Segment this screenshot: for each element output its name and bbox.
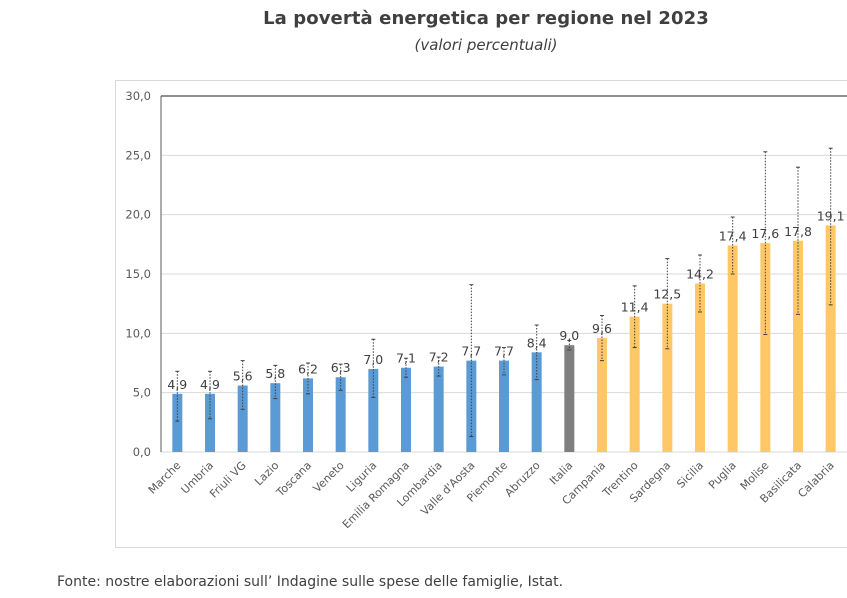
data-label: 8,4 — [527, 335, 547, 350]
error-bars — [175, 147, 833, 438]
bar — [270, 383, 281, 452]
error-bar — [730, 216, 735, 275]
data-label: 11,4 — [621, 300, 649, 315]
error-bar — [338, 363, 343, 391]
chart-subtitle: (valori percentuali) — [414, 36, 558, 54]
error-bar — [208, 370, 212, 420]
x-tick-label: Puglia — [706, 459, 739, 492]
bar — [433, 366, 444, 452]
bar — [303, 378, 313, 452]
y-tick-label: 10,0 — [125, 326, 151, 340]
error-bar — [371, 338, 376, 398]
y-tick-label: 30,0 — [125, 89, 151, 103]
error-bar — [567, 339, 572, 351]
error-bar — [469, 284, 474, 438]
y-tick-label: 0,0 — [133, 445, 151, 459]
data-label: 17,8 — [784, 224, 812, 239]
data-label: 6,3 — [331, 360, 351, 375]
data-label: 12,5 — [653, 287, 681, 302]
bar — [368, 368, 379, 452]
error-bar — [763, 151, 768, 336]
bar — [401, 367, 411, 452]
data-label: 17,4 — [719, 229, 747, 244]
bar — [335, 377, 346, 452]
x-tick-label: Veneto — [311, 459, 347, 495]
data-labels: 4,9 4,9 5,6 5,8 6,2 6,3 7,0 7,1 7,2 7,7 7,7 8,4 9,0 9… — [167, 208, 844, 392]
x-tick-label: Abruzzo — [502, 459, 543, 500]
x-tick-label: Marche — [146, 459, 184, 497]
bar — [466, 360, 477, 452]
error-bar — [273, 364, 278, 400]
bar — [172, 393, 183, 452]
bar — [597, 338, 607, 452]
source-note: Fonte: nostre elaborazioni sull’ Indagin… — [57, 574, 564, 590]
error-bar — [665, 258, 670, 350]
data-label: 9,0 — [559, 328, 579, 343]
x-tick-label: Calabria — [795, 459, 836, 500]
bar — [727, 245, 738, 452]
data-label: 4,9 — [200, 377, 220, 392]
error-bar — [698, 254, 702, 313]
data-label: 17,6 — [751, 226, 779, 241]
error-bar — [600, 315, 604, 362]
x-tick-label: Toscana — [273, 459, 314, 500]
data-label: 9,6 — [592, 321, 612, 336]
error-bar — [502, 347, 506, 376]
data-label: 7,1 — [396, 351, 416, 366]
data-label: 4,9 — [167, 377, 187, 392]
error-bar — [436, 356, 441, 377]
y-tick-labels: 0,0 5,0 10,0 15,0 20,0 25,0 30,0 — [125, 89, 151, 459]
chart-frame: 4,9 4,9 5,6 5,8 6,2 6,3 7,0 7,1 7,2 7,7 7,7 8,4 9,0 9… — [115, 80, 847, 548]
x-tick-label: Lazio — [252, 459, 281, 488]
bar — [629, 316, 640, 452]
bar — [237, 385, 248, 452]
bar — [793, 240, 803, 452]
bar — [564, 345, 575, 452]
data-label: 7,2 — [429, 350, 449, 365]
bar — [695, 283, 705, 452]
data-label: 7,7 — [461, 344, 481, 359]
error-bar — [534, 324, 539, 381]
chart-title: La povertà energetica per regione nel 20… — [263, 8, 709, 29]
data-label: 5,6 — [233, 369, 253, 384]
y-tick-label: 25,0 — [125, 148, 151, 162]
data-label: 14,2 — [686, 266, 714, 281]
bar — [499, 360, 509, 452]
y-tick-label: 20,0 — [125, 208, 151, 222]
bar — [760, 243, 771, 452]
bar — [662, 303, 673, 452]
x-tick-label: Friuli VG — [207, 459, 249, 501]
error-bar — [796, 166, 800, 315]
error-bar — [404, 357, 408, 378]
bars — [172, 225, 836, 452]
error-bar — [175, 370, 180, 422]
x-tick-label: Italia — [547, 459, 575, 487]
y-tick-label: 15,0 — [125, 267, 151, 281]
error-bar — [828, 147, 833, 306]
data-label: 6,2 — [298, 361, 318, 376]
bar — [205, 393, 215, 452]
error-bar — [240, 360, 245, 410]
bar-chart: 4,9 4,9 5,6 5,8 6,2 6,3 7,0 7,1 7,2 7,7 7,7 8,4 9,0 9… — [125, 89, 847, 531]
data-label: 7,7 — [494, 344, 514, 359]
y-tick-label: 5,0 — [133, 386, 151, 400]
data-label: 19,1 — [817, 208, 845, 223]
x-tick-label: Sicilia — [674, 459, 706, 491]
data-label: 5,8 — [265, 366, 285, 381]
bar — [825, 225, 836, 452]
error-bar — [632, 285, 637, 349]
data-label: 7,0 — [363, 352, 383, 367]
error-bar — [306, 362, 310, 395]
bar — [531, 352, 542, 452]
